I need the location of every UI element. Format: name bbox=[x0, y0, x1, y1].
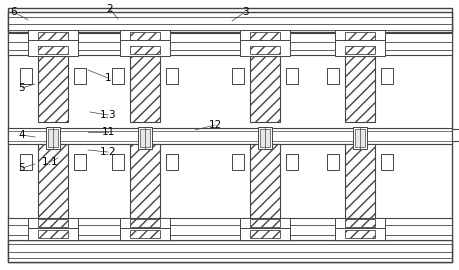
Bar bbox=[344, 46, 374, 54]
Bar bbox=[38, 219, 68, 227]
Text: 5: 5 bbox=[19, 83, 25, 93]
Bar bbox=[380, 68, 392, 84]
Bar bbox=[240, 40, 289, 56]
Bar bbox=[48, 129, 58, 147]
Bar bbox=[28, 228, 78, 240]
Bar bbox=[20, 154, 32, 170]
Bar bbox=[249, 230, 280, 238]
Bar bbox=[20, 68, 32, 84]
Bar bbox=[334, 40, 384, 56]
Bar bbox=[120, 40, 170, 56]
Bar bbox=[8, 128, 451, 144]
Bar bbox=[140, 129, 150, 147]
Bar bbox=[38, 144, 68, 218]
Text: 4: 4 bbox=[19, 130, 25, 140]
Bar bbox=[231, 68, 243, 84]
Bar bbox=[249, 46, 280, 54]
Bar bbox=[249, 32, 280, 40]
Bar bbox=[120, 228, 170, 240]
Text: 2: 2 bbox=[106, 4, 113, 14]
Bar bbox=[38, 46, 68, 54]
Bar bbox=[326, 154, 338, 170]
Bar bbox=[240, 218, 289, 228]
Bar bbox=[38, 32, 68, 40]
Bar bbox=[334, 218, 384, 228]
Bar bbox=[8, 12, 451, 32]
Bar bbox=[28, 218, 78, 228]
Bar bbox=[130, 144, 160, 218]
Bar bbox=[130, 219, 160, 227]
Text: 1.3: 1.3 bbox=[100, 110, 116, 120]
Bar bbox=[344, 56, 374, 122]
Bar bbox=[344, 144, 374, 218]
Bar bbox=[8, 240, 451, 262]
Bar bbox=[8, 218, 451, 240]
Bar bbox=[38, 230, 68, 238]
Bar bbox=[74, 154, 86, 170]
Bar bbox=[166, 68, 178, 84]
Bar bbox=[352, 127, 366, 149]
Bar bbox=[259, 129, 269, 147]
Bar bbox=[380, 154, 392, 170]
Bar bbox=[451, 129, 459, 141]
Bar bbox=[249, 144, 280, 218]
Bar bbox=[120, 218, 170, 228]
Bar bbox=[285, 154, 297, 170]
Text: 1: 1 bbox=[105, 73, 111, 83]
Bar bbox=[231, 154, 243, 170]
Bar bbox=[166, 154, 178, 170]
Bar bbox=[326, 68, 338, 84]
Bar bbox=[334, 30, 384, 42]
Bar bbox=[130, 230, 160, 238]
Text: 3: 3 bbox=[241, 7, 248, 17]
Bar bbox=[240, 30, 289, 42]
Bar bbox=[8, 33, 451, 55]
Bar bbox=[46, 127, 60, 149]
Bar bbox=[112, 68, 124, 84]
Text: 5: 5 bbox=[19, 163, 25, 173]
Bar bbox=[130, 46, 160, 54]
Bar bbox=[354, 129, 364, 147]
Bar bbox=[28, 40, 78, 56]
Bar bbox=[130, 56, 160, 122]
Bar bbox=[257, 127, 271, 149]
Bar bbox=[249, 219, 280, 227]
Bar bbox=[120, 30, 170, 42]
Text: 12: 12 bbox=[208, 120, 221, 130]
Bar bbox=[249, 56, 280, 122]
Bar bbox=[344, 32, 374, 40]
Text: 6: 6 bbox=[11, 7, 17, 17]
Bar bbox=[344, 219, 374, 227]
Bar bbox=[240, 228, 289, 240]
Text: 11: 11 bbox=[101, 127, 114, 137]
Bar bbox=[130, 32, 160, 40]
Bar bbox=[38, 56, 68, 122]
Bar bbox=[28, 30, 78, 42]
Bar bbox=[344, 230, 374, 238]
Bar bbox=[285, 68, 297, 84]
Bar bbox=[334, 228, 384, 240]
Bar bbox=[74, 68, 86, 84]
Bar bbox=[138, 127, 151, 149]
Text: 1.1: 1.1 bbox=[42, 157, 58, 167]
Bar bbox=[112, 154, 124, 170]
Text: 1.2: 1.2 bbox=[100, 147, 116, 157]
